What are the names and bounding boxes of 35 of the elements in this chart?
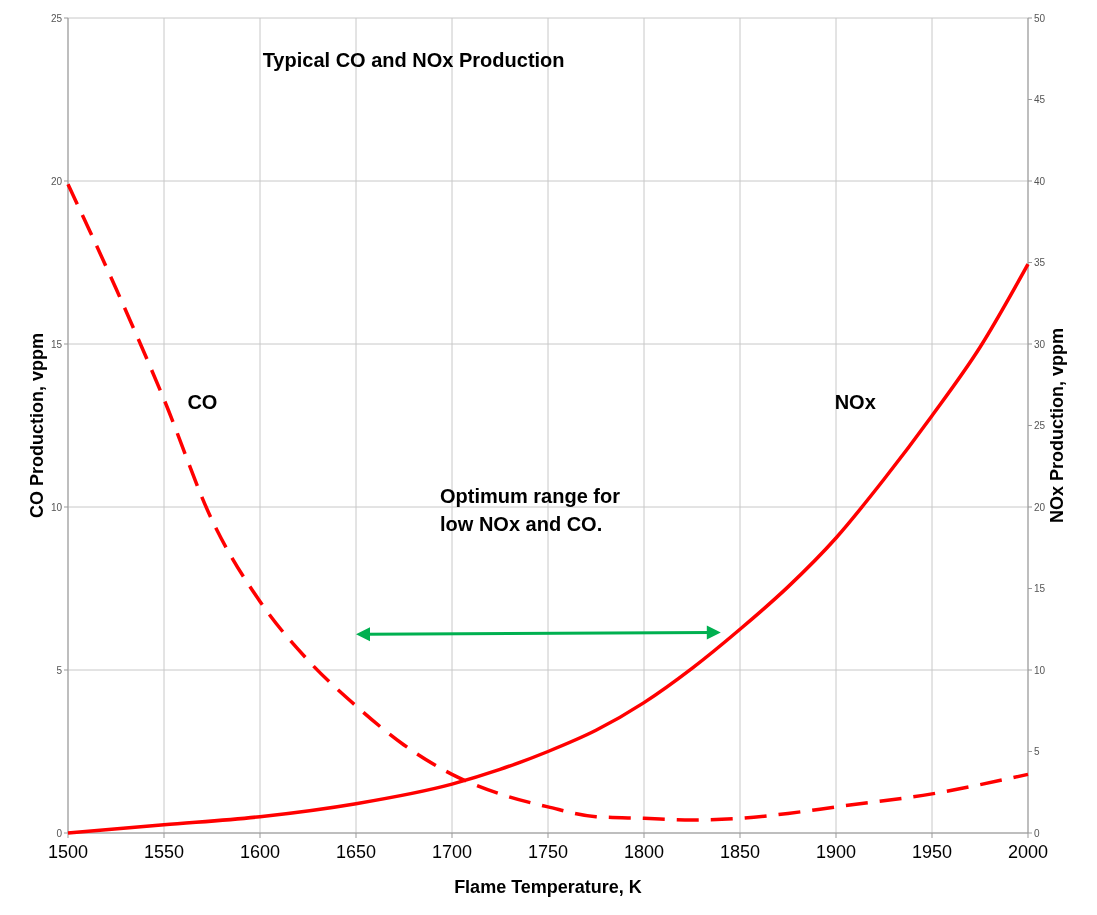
x-tick-label: 1950 [911, 842, 953, 862]
x-tick-label: 1500 [47, 842, 89, 862]
text: NOx [834, 391, 876, 414]
x-tick-label: 1800 [623, 842, 665, 862]
y2-tick-label: 20 [1034, 501, 1046, 513]
y2-tick-label: 10 [1034, 664, 1046, 676]
x-tick-label: 2000 [1007, 842, 1049, 862]
text: Typical CO and NOx Production [262, 48, 565, 71]
y-tick-label: 0 [56, 827, 63, 839]
x-tick-label: 1850 [719, 842, 761, 862]
y2-tick-label: 30 [1034, 338, 1046, 350]
y2-tick-label: 45 [1034, 94, 1046, 106]
y-tick-label: 15 [50, 338, 63, 350]
y2-tick-label: 5 [1034, 746, 1040, 758]
y2-tick-label: 40 [1034, 175, 1046, 187]
y-tick-label: 25 [50, 12, 63, 24]
y-axis-title: CO Production, vppm [27, 332, 47, 519]
x-tick-label: 1650 [335, 842, 377, 862]
y2-tick-label: 25 [1034, 420, 1046, 432]
x-axis-title: Flame Temperature, K [454, 877, 642, 897]
y2-tick-label: 50 [1034, 12, 1046, 24]
y2-tick-label: 0 [1034, 827, 1040, 839]
y-tick-label: 5 [56, 664, 63, 676]
y2-axis-title: NOx Production, vppm [1047, 327, 1067, 524]
annotation: Optimum range for low NOx and CO. [440, 485, 621, 535]
series-label: CO [187, 391, 218, 414]
y-tick-label: 20 [50, 175, 63, 187]
x-tick-label: 1700 [431, 842, 473, 862]
x-tick-label: 1550 [143, 842, 185, 862]
y2-tick-label: 35 [1034, 257, 1046, 269]
x-tick-label: 1600 [239, 842, 281, 862]
y-tick-label: 10 [50, 501, 63, 513]
x-tick-label: 1900 [815, 842, 857, 862]
y2-tick-label: 15 [1034, 583, 1046, 595]
x-tick-label: 1750 [527, 842, 569, 862]
